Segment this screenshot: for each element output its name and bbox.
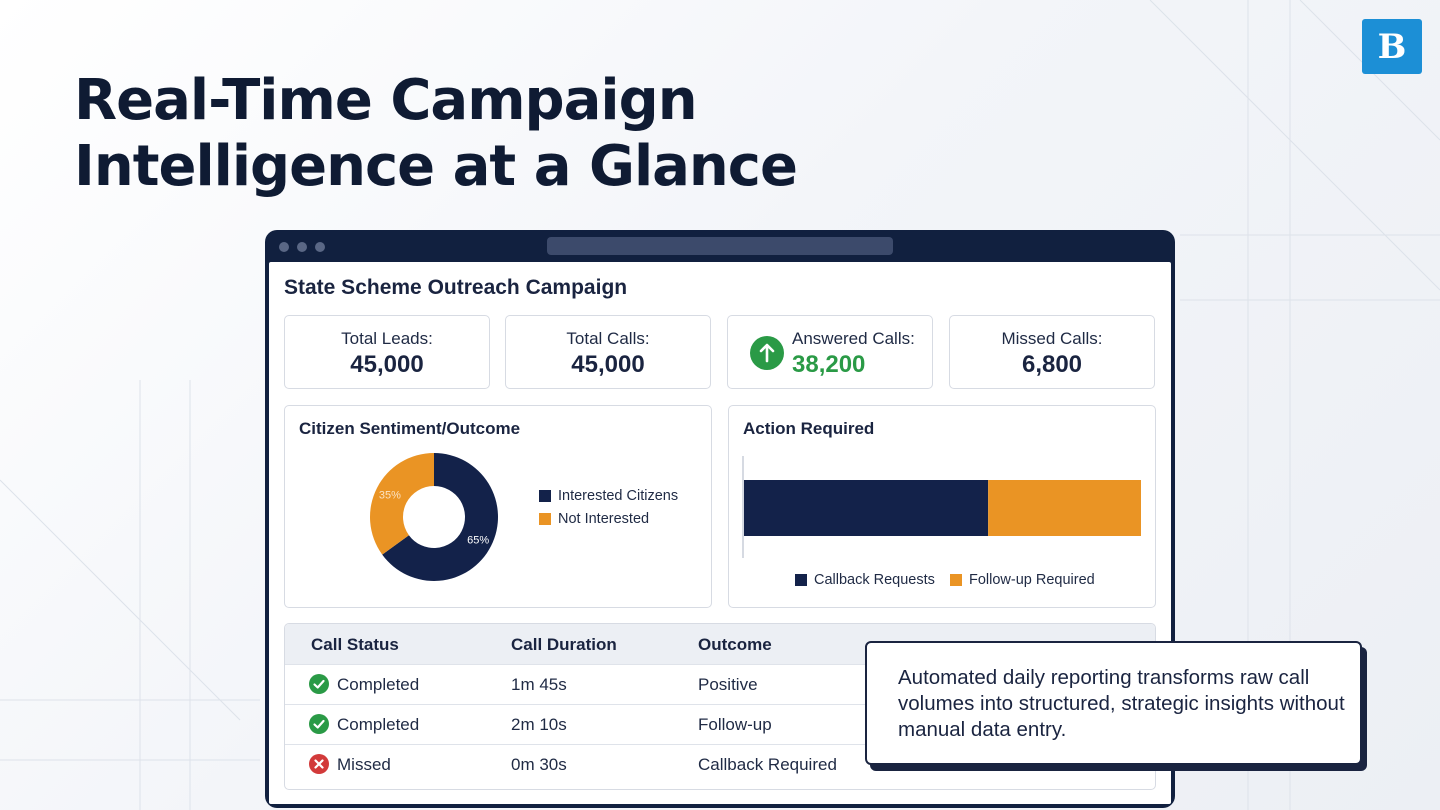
donut-slice-value-label: 65% [467,534,489,546]
action-title: Action Required [743,419,875,438]
legend-callback: Callback Requests [795,572,935,588]
logo-glyph: B [1377,26,1407,67]
page-headline: Real-Time Campaign Intelligence at a Gla… [74,68,798,200]
cell-duration: 2m 10s [511,715,567,734]
stat-label: Total Leads: [341,329,433,348]
stat-value: 38,200 [792,351,866,378]
stat-card-missed-calls: Missed Calls: 6,800 [949,315,1155,389]
legend-label: Interested Citizens [558,488,679,504]
stat-value: 45,000 [350,351,424,378]
legend-not-interested: Not Interested [539,511,649,527]
legend-interested: Interested Citizens [539,488,678,504]
sentiment-donut-chart: 65% 35% [370,453,498,581]
legend-follow-up: Follow-up Required [950,572,1095,588]
stat-card-total-leads: Total Leads: 45,000 [284,315,490,389]
x-circle-icon [309,754,329,774]
callout-text: Automated daily reporting transforms raw… [898,666,1345,741]
donut-slice-not-interested [370,453,434,555]
table-row[interactable]: Completed 2m 10s Follow-up [285,704,1155,744]
cell-status: Missed [337,755,391,774]
action-bar-chart [742,456,1141,558]
legend-label: Callback Requests [814,572,935,588]
action-panel: Action Required Callback Requests Follow… [728,405,1156,608]
stat-value: 6,800 [1021,351,1083,378]
window-dot-icon [315,242,325,252]
legend-label: Not Interested [558,511,650,527]
cell-duration: 1m 45s [511,675,567,694]
stat-label: Answered Calls: [792,329,915,348]
legend-label: Follow-up Required [969,572,1095,588]
header-call-duration[interactable]: Call Duration [511,635,617,654]
window-dot-icon [279,242,289,252]
stat-label: Missed Calls: [1001,329,1103,348]
cell-status: Completed [337,715,420,734]
check-circle-icon [309,674,329,694]
stat-card-answered-calls: Answered Calls: 38,200 [727,315,933,389]
stat-value: 45,000 [571,351,645,378]
headline-line-1: Real-Time Campaign [74,68,698,133]
brand-logo: B [1362,19,1422,74]
legend-swatch [795,574,807,586]
donut-slice-interested-citizens [382,453,498,581]
bar-segment-follow-up-required [988,480,1141,536]
donut-slice-value-label: 35% [379,490,401,502]
legend-swatch [950,574,962,586]
info-callout: Automated daily reporting transforms raw… [865,641,1362,765]
table-row[interactable]: Missed 0m 30s Callback Required [285,744,1155,784]
sentiment-title: Citizen Sentiment/Outcome [299,419,521,438]
cell-duration: 0m 30s [511,755,567,774]
header-call-status[interactable]: Call Status [311,635,399,654]
window-address-bar[interactable] [547,237,893,255]
headline-line-2: Intelligence at a Glance [74,134,798,199]
stat-label: Total Calls: [566,329,650,348]
cell-outcome: Positive [698,675,758,694]
cell-status: Completed [337,675,420,694]
arrow-up-icon [750,336,784,370]
window-dot-icon [297,242,307,252]
header-outcome[interactable]: Outcome [698,635,772,654]
stat-card-total-calls: Total Calls: 45,000 [505,315,711,389]
cell-outcome: Follow-up [698,715,772,734]
sentiment-panel: Citizen Sentiment/Outcome 65% 35% Interes… [284,405,712,608]
check-circle-icon [309,714,329,734]
cell-outcome: Callback Required [698,755,837,774]
legend-swatch [539,513,551,525]
bar-segment-callback-requests [744,480,989,536]
legend-swatch [539,490,551,502]
campaign-title: State Scheme Outreach Campaign [284,276,628,299]
table-row[interactable]: Completed 1m 45s Positive [285,664,1155,704]
